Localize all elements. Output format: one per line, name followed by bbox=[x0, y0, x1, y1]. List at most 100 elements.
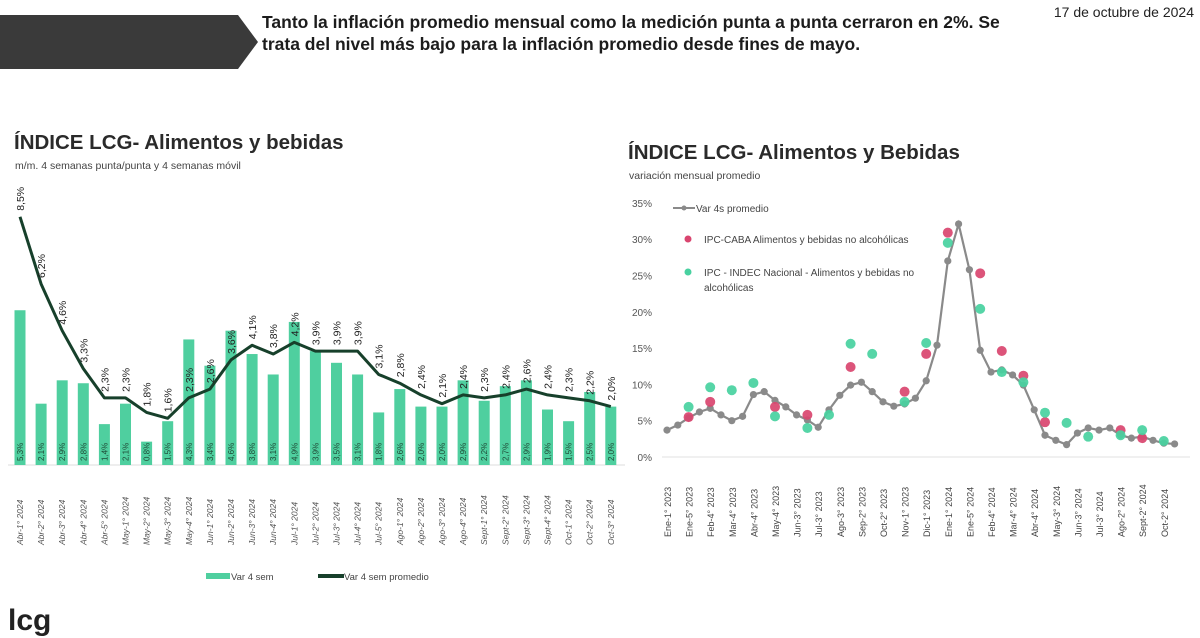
x-tick-label: Ago-2° 2024 bbox=[416, 497, 426, 546]
x-tick-label: Feb-4° 2023 bbox=[706, 487, 716, 537]
line-point bbox=[793, 411, 800, 418]
bar-value-label: 2,1% bbox=[37, 443, 46, 461]
scatter-point-ipc-indec bbox=[1062, 418, 1072, 428]
x-tick-label: Oct-2° 2023 bbox=[879, 489, 889, 537]
scatter-point-ipc-indec bbox=[1040, 408, 1050, 418]
line-point bbox=[739, 413, 746, 420]
x-tick-label: Jun-4° 2024 bbox=[268, 499, 278, 546]
x-tick-label: Oct-2° 2024 bbox=[1160, 489, 1170, 537]
line-point bbox=[761, 388, 768, 395]
line-value-label: 2,6% bbox=[521, 359, 533, 383]
scatter-point-ipc-indec bbox=[1018, 377, 1028, 387]
bar-value-label: 3,1% bbox=[354, 443, 363, 461]
x-tick-label: Ago-3° 2023 bbox=[836, 487, 846, 537]
x-tick-label: Jul-3° 2024 bbox=[1095, 491, 1105, 537]
x-tick-label: Abr-1° 2024 bbox=[15, 499, 25, 546]
scatter-point-ipc-indec bbox=[921, 338, 931, 348]
x-tick-label: Sep-2° 2023 bbox=[857, 487, 867, 537]
line-point bbox=[879, 398, 886, 405]
line-value-label: 3,3% bbox=[78, 339, 90, 363]
legend-label-indec-line1: IPC - INDEC Nacional - Alimentos y bebid… bbox=[704, 268, 915, 279]
scatter-point-ipc-indec bbox=[943, 238, 953, 248]
bar-value-label: 4,3% bbox=[185, 443, 194, 461]
x-tick-label: Ago-3° 2024 bbox=[437, 497, 447, 546]
scatter-point-ipc-indec bbox=[824, 410, 834, 420]
line-value-label: 2,1% bbox=[437, 374, 449, 398]
x-tick-label: May-4° 2024 bbox=[184, 496, 194, 545]
line-point bbox=[890, 403, 897, 410]
x-tick-label: Sept-1° 2024 bbox=[479, 495, 489, 545]
line-point bbox=[696, 408, 703, 415]
x-tick-label: Sept-2° 2024 bbox=[1138, 484, 1148, 537]
scatter-point-ipc-indec bbox=[727, 385, 737, 395]
x-tick-label: Ene-1° 2024 bbox=[944, 487, 954, 537]
line-value-label: 4,2% bbox=[289, 312, 301, 336]
line-value-label: 3,1% bbox=[374, 345, 386, 369]
bar-value-label: 3,5% bbox=[333, 443, 342, 461]
banner-arrow-shape bbox=[0, 15, 258, 69]
x-tick-label: Jul-4° 2024 bbox=[353, 502, 363, 546]
line-point bbox=[1052, 437, 1059, 444]
x-tick-label: May-3° 2024 bbox=[163, 496, 173, 545]
bar-value-label: 2,0% bbox=[438, 443, 447, 461]
x-tick-label: Jul-3° 2024 bbox=[332, 502, 342, 546]
bar-value-label: 2,8% bbox=[79, 443, 88, 461]
legend-swatch-indec bbox=[685, 269, 692, 276]
line-point bbox=[869, 388, 876, 395]
x-tick-label: Mar-4° 2023 bbox=[728, 487, 738, 537]
line-value-label: 8,5% bbox=[15, 187, 27, 211]
line-value-label: 2,6% bbox=[205, 359, 217, 383]
x-tick-label: Ago-4° 2024 bbox=[458, 497, 468, 546]
line-value-label: 3,9% bbox=[310, 321, 322, 345]
y-tick-label: 25% bbox=[632, 272, 652, 283]
bar-value-label: 4,9% bbox=[290, 443, 299, 461]
line-point bbox=[1171, 440, 1178, 447]
x-tick-label: Sept-2° 2024 bbox=[500, 495, 510, 545]
bar-value-label: 1,9% bbox=[544, 443, 553, 461]
bar-value-label: 2,6% bbox=[396, 443, 405, 461]
line-point bbox=[933, 342, 940, 349]
bar-value-label: 2,0% bbox=[417, 443, 426, 461]
x-tick-label: May-3° 2024 bbox=[1052, 486, 1062, 537]
scatter-point-ipc-caba bbox=[921, 349, 931, 359]
scatter-point-ipc-indec bbox=[1137, 425, 1147, 435]
scatter-point-ipc-caba bbox=[846, 362, 856, 372]
x-tick-label: Abr-4° 2024 bbox=[1030, 489, 1040, 537]
right-chart-subtitle: variación mensual promedio bbox=[629, 170, 760, 182]
bar-value-label: 1,8% bbox=[375, 443, 384, 461]
bar-value-label: 3,1% bbox=[269, 443, 278, 461]
x-tick-label: Mar-4° 2024 bbox=[1009, 487, 1019, 537]
line-point bbox=[1085, 424, 1092, 431]
scatter-point-ipc-indec bbox=[705, 382, 715, 392]
x-tick-label: Jul-5° 2024 bbox=[374, 502, 384, 546]
legend-label-indec-line2: alcohólicas bbox=[704, 283, 753, 294]
line-point bbox=[966, 266, 973, 273]
line-point bbox=[1063, 441, 1070, 448]
x-tick-label: Ago-2° 2024 bbox=[1117, 487, 1127, 537]
legend-label-indec: IPC - INDEC Nacional - Alimentos y bebid… bbox=[704, 268, 915, 294]
line-point bbox=[847, 382, 854, 389]
line-point bbox=[977, 347, 984, 354]
scatter-point-ipc-caba bbox=[975, 268, 985, 278]
x-tick-label: Ene-5° 2024 bbox=[965, 487, 975, 537]
lcg-logo: lcg bbox=[8, 604, 51, 638]
x-tick-label: Ago-1° 2024 bbox=[395, 497, 405, 546]
line-point bbox=[836, 392, 843, 399]
scatter-point-ipc-caba bbox=[997, 346, 1007, 356]
x-tick-label: Abr-4° 2023 bbox=[749, 489, 759, 537]
x-tick-label: Sept-4° 2024 bbox=[543, 495, 553, 545]
bar-value-label: 4,6% bbox=[227, 443, 236, 461]
x-tick-label: Jul-1° 2024 bbox=[289, 502, 299, 546]
x-tick-label: Jun-3° 2024 bbox=[247, 499, 257, 546]
y-tick-label: 20% bbox=[632, 308, 652, 319]
bar-value-label: 1,4% bbox=[100, 443, 109, 461]
line-point bbox=[1074, 429, 1081, 436]
line-value-label: 2,3% bbox=[564, 368, 576, 392]
line-value-label: 2,3% bbox=[184, 368, 196, 392]
left-chart-title: ÍNDICE LCG- Alimentos y bebidas bbox=[14, 131, 344, 155]
line-point bbox=[1009, 371, 1016, 378]
scatter-point-ipc-indec bbox=[997, 367, 1007, 377]
x-tick-label: Sept-3° 2024 bbox=[521, 495, 531, 545]
line-point bbox=[1106, 424, 1113, 431]
headline: Tanto la inflación promedio mensual como… bbox=[262, 12, 1022, 55]
